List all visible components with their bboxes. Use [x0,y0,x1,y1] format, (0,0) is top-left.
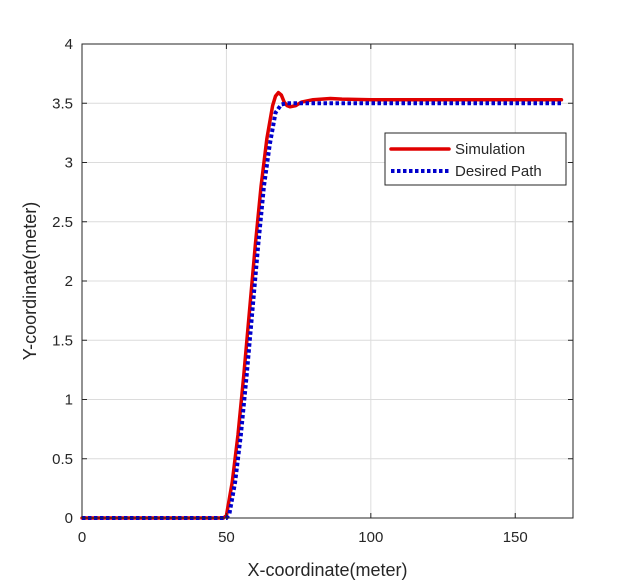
y-tick-label: 4 [65,36,73,53]
series-group [80,90,564,520]
y-tick-label: 2.5 [52,214,73,231]
tick-marks [81,43,573,519]
x-tick-label: 150 [503,529,528,546]
x-tick-label: 50 [218,529,235,546]
legend-label-desired-path: Desired Path [455,163,542,180]
legend-label-simulation: Simulation [455,141,525,158]
y-tick-label: 0 [65,510,73,527]
tick-labels: 0 50 100 150 0 0.5 1 1.5 2 2.5 3 3.5 4 [52,36,528,546]
y-tick-label: 1.5 [52,332,73,349]
y-axis-label: Y-coordinate(meter) [20,202,40,360]
series-line-simulation [80,90,564,520]
x-tick-label: 0 [78,529,86,546]
x-axis-label: X-coordinate(meter) [247,560,407,580]
y-tick-label: 3.5 [52,95,73,112]
grid-lines [81,43,573,519]
legend-box [384,132,567,186]
x-tick-label: 100 [358,529,383,546]
legend: Simulation Desired Path [384,132,567,186]
y-tick-label: 1 [65,392,73,409]
y-tick-label: 2 [65,273,73,290]
y-tick-label: 3 [65,155,73,172]
y-tick-label: 0.5 [52,451,73,468]
